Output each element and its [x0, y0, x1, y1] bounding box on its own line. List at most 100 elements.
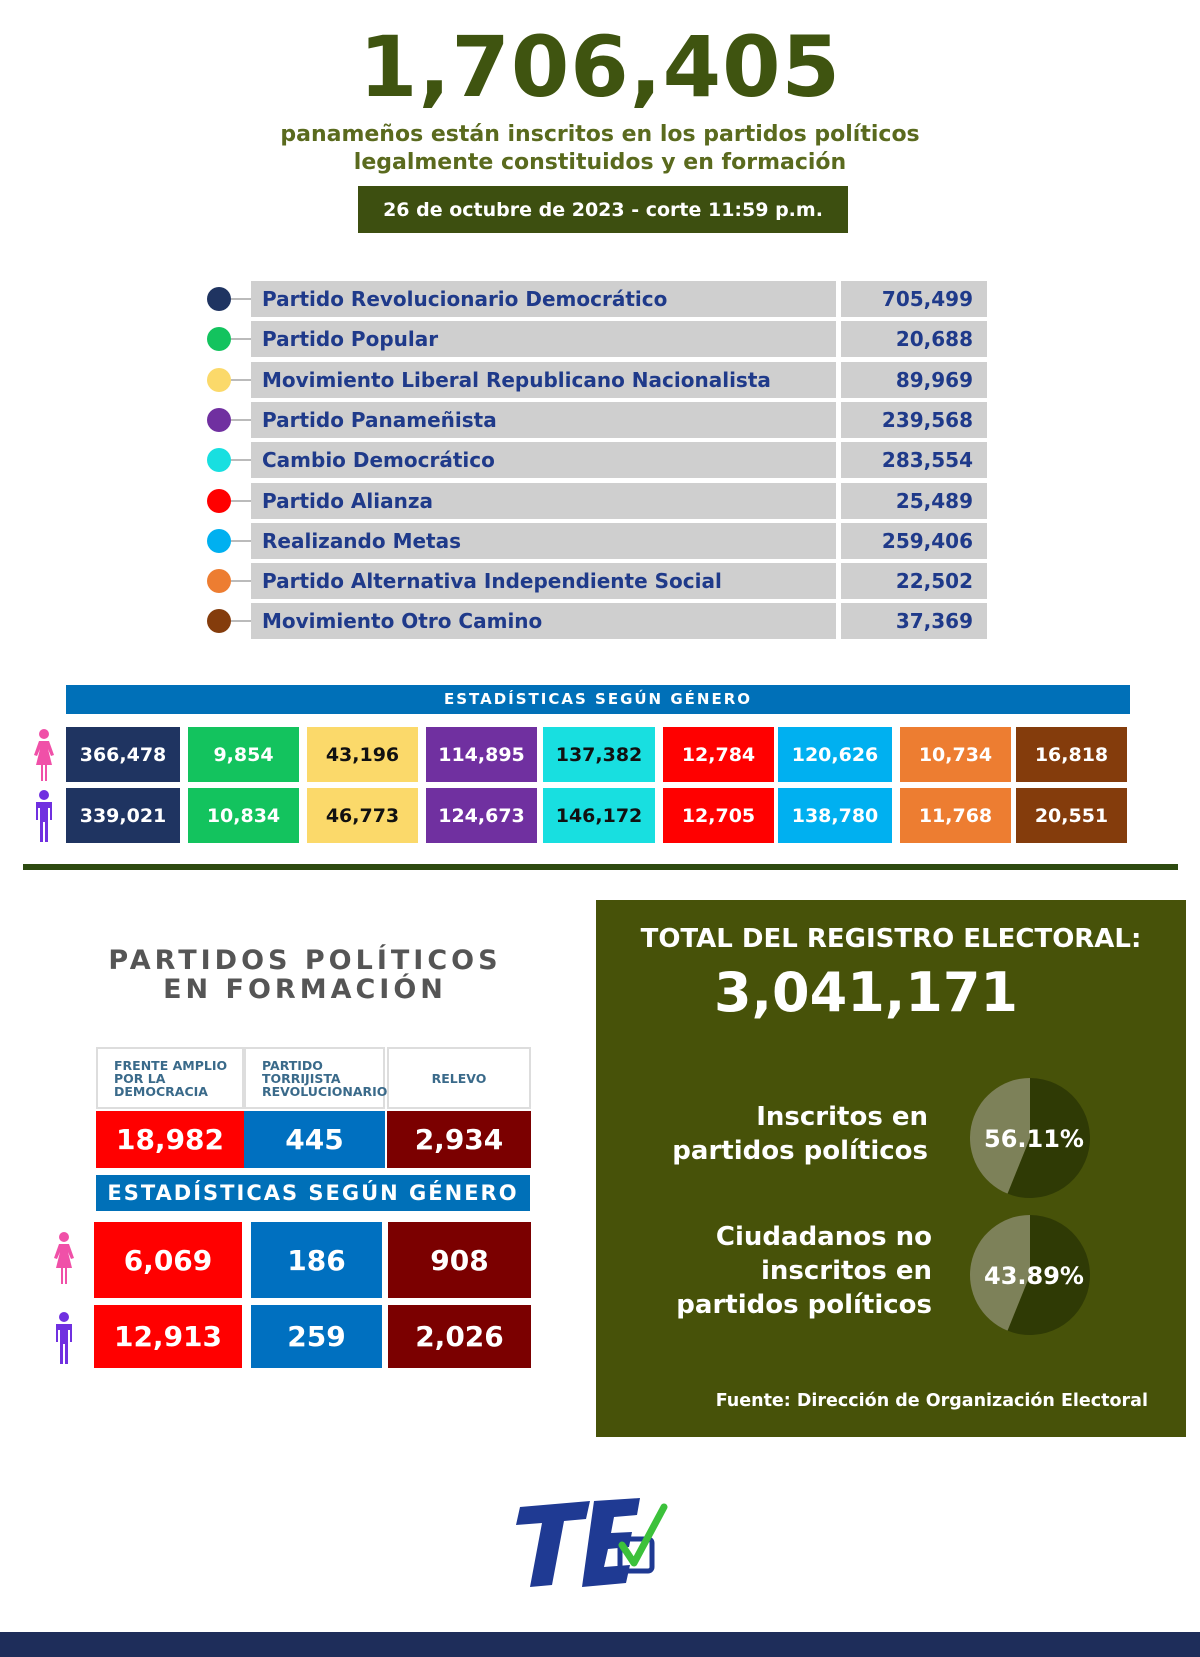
connector-line	[231, 459, 257, 462]
connector-line	[231, 539, 257, 542]
registry-label-2: Ciudadanos no inscritos en partidos polí…	[676, 1220, 932, 1322]
party-value: 259,406	[841, 522, 987, 559]
male-count: 10,834	[188, 788, 299, 843]
formation-male-count: 259	[251, 1305, 382, 1368]
connector-line	[231, 418, 257, 421]
registry-panel: TOTAL DEL REGISTRO ELECTORAL: 3,041,171 …	[596, 900, 1186, 1437]
pie-slice	[1007, 1078, 1090, 1198]
registry-label-1: Inscritos en partidos políticos	[672, 1100, 928, 1168]
party-row: Cambio Democrático 283,554	[205, 442, 990, 479]
te-logo	[516, 1498, 668, 1587]
male-count: 46,773	[307, 788, 418, 843]
party-value: 89,969	[841, 361, 987, 398]
formation-party-total: 2,934	[387, 1111, 531, 1168]
party-name: Movimiento Otro Camino	[251, 603, 836, 640]
party-row: Partido Popular 20,688	[205, 321, 990, 358]
party-row: Realizando Metas 259,406	[205, 522, 990, 559]
male-count: 12,705	[663, 788, 774, 843]
formation-party-total: 445	[244, 1111, 385, 1168]
male-count: 339,021	[66, 788, 180, 843]
pie-charts: 56.11% 43.89%	[970, 1078, 1090, 1335]
party-color-dot	[207, 569, 231, 594]
female-count: 12,784	[663, 727, 774, 782]
party-color-dot	[207, 327, 231, 352]
party-value: 705,499	[841, 281, 987, 317]
party-color-dot	[207, 528, 231, 553]
formation-title-line2: EN FORMACIÓN	[163, 974, 447, 1005]
formation-party-total: 18,982	[96, 1111, 244, 1168]
party-name: Cambio Democrático	[251, 442, 836, 479]
connector-line	[231, 620, 257, 623]
label-line: partidos políticos	[676, 1290, 932, 1320]
pie-slice	[1007, 1215, 1090, 1335]
party-row: Movimiento Otro Camino 37,369	[205, 603, 990, 640]
label-line: Inscritos en	[756, 1102, 928, 1132]
connector-line	[231, 378, 257, 381]
female-count: 366,478	[66, 727, 180, 782]
formation-female-count: 6,069	[94, 1222, 242, 1298]
connector-line	[231, 298, 257, 300]
gender-banner: ESTADÍSTICAS SEGÚN GÉNERO	[66, 685, 1130, 714]
formation-female-count: 186	[251, 1222, 382, 1298]
party-color-dot	[207, 407, 231, 432]
subtitle-line2: legalmente constituidos y en formación	[353, 150, 847, 175]
subtitle-line1: panameños están inscritos en los partido…	[280, 122, 920, 147]
source-note: Fuente: Dirección de Organización Electo…	[715, 1391, 1148, 1411]
formation-party-name: RELEVO	[387, 1047, 531, 1109]
party-value: 20,688	[841, 321, 987, 358]
party-name: Movimiento Liberal Republicano Nacionali…	[251, 361, 836, 398]
party-value: 25,489	[841, 482, 987, 519]
party-value: 239,568	[841, 401, 987, 438]
female-count: 114,895	[426, 727, 537, 782]
male-count: 20,551	[1016, 788, 1127, 843]
party-color-dot	[207, 609, 231, 634]
formation-party-name: FRENTE AMPLIO POR LA DEMOCRACIA	[96, 1047, 244, 1109]
female-count: 16,818	[1016, 727, 1127, 782]
formation-party-name: PARTIDO TORRIJISTA REVOLUCIONARIO	[244, 1047, 387, 1109]
party-value: 37,369	[841, 603, 987, 640]
female-count: 120,626	[778, 727, 892, 782]
footer-bar	[0, 1632, 1200, 1657]
label-line: inscritos en	[760, 1256, 932, 1286]
party-name: Partido Popular	[251, 321, 836, 358]
formation-title-line1: PARTIDOS POLÍTICOS	[108, 945, 502, 976]
party-row: Partido Panameñista 239,568	[205, 401, 990, 438]
party-row: Partido Revolucionario Democrático 705,49…	[205, 281, 990, 317]
pie-percent-label: 56.11%	[984, 1125, 1084, 1153]
party-row: Partido Alianza 25,489	[205, 482, 990, 519]
party-row: Movimiento Liberal Republicano Nacionali…	[205, 361, 990, 398]
female-count: 137,382	[543, 727, 655, 782]
party-color-dot	[207, 367, 231, 392]
party-name: Partido Alternativa Independiente Social	[251, 563, 836, 600]
party-name: Partido Panameñista	[251, 401, 836, 438]
formation-gender-banner: ESTADÍSTICAS SEGÚN GÉNERO	[96, 1175, 530, 1211]
male-icon	[36, 790, 52, 842]
connector-line	[231, 338, 257, 341]
party-name: Realizando Metas	[251, 522, 836, 559]
connector-line	[231, 499, 257, 502]
party-value: 283,554	[841, 442, 987, 479]
party-value: 22,502	[841, 563, 987, 600]
registry-total: 3,041,171	[713, 961, 1019, 1024]
party-name: Partido Revolucionario Democrático	[251, 281, 836, 317]
male-count: 138,780	[778, 788, 892, 843]
registry-title: TOTAL DEL REGISTRO ELECTORAL:	[640, 924, 1142, 954]
male-count: 124,673	[426, 788, 537, 843]
female-icon	[34, 729, 54, 781]
formation-female-count: 908	[388, 1222, 531, 1298]
formation-male-count: 2,026	[388, 1305, 531, 1368]
date-badge: 26 de octubre de 2023 - corte 11:59 p.m.	[358, 186, 848, 233]
male-count: 146,172	[543, 788, 655, 843]
female-count: 9,854	[188, 727, 299, 782]
party-color-dot	[207, 287, 231, 311]
male-icon	[56, 1312, 72, 1364]
total-affiliated: 1,706,405	[359, 18, 841, 116]
female-count: 10,734	[900, 727, 1011, 782]
label-line: Ciudadanos no	[715, 1222, 932, 1252]
connector-line	[231, 580, 257, 583]
male-count: 11,768	[900, 788, 1011, 843]
label-line: partidos políticos	[672, 1136, 928, 1166]
party-color-dot	[207, 448, 231, 473]
formation-male-count: 12,913	[94, 1305, 242, 1368]
pie-slice	[970, 1215, 1030, 1331]
